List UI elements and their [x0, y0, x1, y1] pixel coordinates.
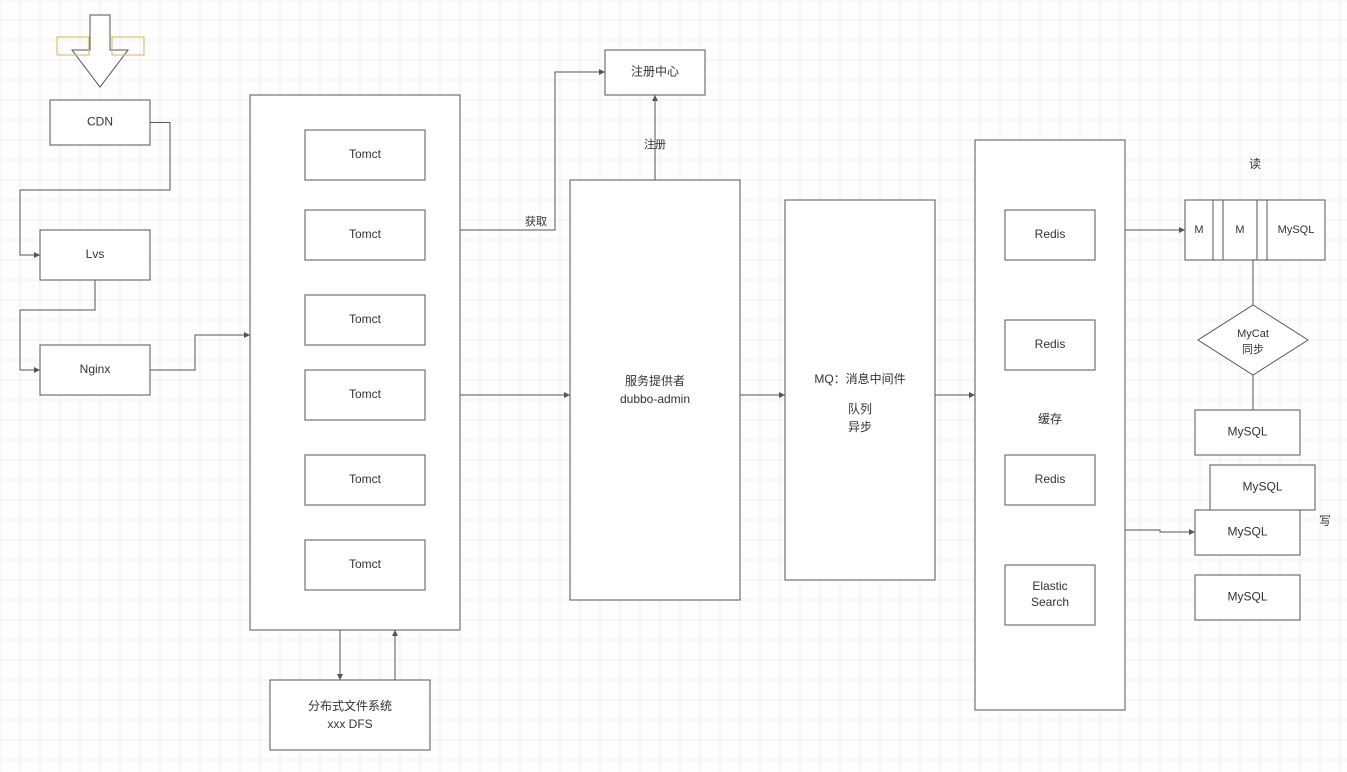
svg-text:MySQL: MySQL — [1227, 590, 1267, 604]
svg-text:获取: 获取 — [525, 215, 547, 228]
svg-text:MySQL: MySQL — [1278, 224, 1315, 236]
svg-text:Tomct: Tomct — [349, 557, 382, 571]
svg-text:MySQL: MySQL — [1227, 425, 1267, 439]
dfs-box — [270, 680, 430, 750]
svg-text:缓存: 缓存 — [1038, 412, 1062, 426]
svg-text:M: M — [1194, 224, 1203, 236]
svg-text:Elastic: Elastic — [1032, 579, 1067, 593]
provider-box — [570, 180, 740, 600]
svg-text:CDN: CDN — [87, 115, 113, 129]
svg-text:Tomct: Tomct — [349, 387, 382, 401]
svg-text:MySQL: MySQL — [1227, 525, 1267, 539]
svg-text:MQ：消息中间件: MQ：消息中间件 — [814, 371, 905, 386]
svg-text:MyCat: MyCat — [1237, 328, 1269, 340]
svg-text:同步: 同步 — [1242, 343, 1264, 356]
svg-text:注册: 注册 — [644, 137, 666, 151]
svg-text:注册中心: 注册中心 — [631, 64, 679, 79]
svg-text:服务提供者: 服务提供者 — [625, 373, 685, 388]
mq-box — [785, 200, 935, 580]
svg-text:Tomct: Tomct — [349, 312, 382, 326]
svg-text:Tomct: Tomct — [349, 147, 382, 161]
svg-text:异步: 异步 — [848, 420, 872, 434]
svg-text:MySQL: MySQL — [1242, 480, 1282, 494]
svg-text:Tomct: Tomct — [349, 472, 382, 486]
svg-text:Redis: Redis — [1035, 227, 1066, 241]
svg-text:读: 读 — [1249, 157, 1261, 171]
svg-text:队列: 队列 — [848, 401, 872, 416]
svg-text:Redis: Redis — [1035, 472, 1066, 486]
svg-text:xxx DFS: xxx DFS — [327, 717, 372, 731]
svg-text:写: 写 — [1319, 514, 1331, 528]
svg-text:dubbo-admin: dubbo-admin — [620, 392, 690, 406]
svg-text:Search: Search — [1031, 595, 1069, 609]
svg-text:Tomct: Tomct — [349, 227, 382, 241]
architecture-diagram: CDN Lvs Nginx Tomct Tomct Tomct Tomct Tomct Tomc… — [0, 0, 1347, 772]
svg-text:Redis: Redis — [1035, 337, 1066, 351]
svg-text:Nginx: Nginx — [80, 362, 111, 376]
svg-text:分布式文件系统: 分布式文件系统 — [308, 698, 392, 713]
svg-text:Lvs: Lvs — [86, 247, 105, 261]
svg-text:M: M — [1235, 224, 1244, 236]
